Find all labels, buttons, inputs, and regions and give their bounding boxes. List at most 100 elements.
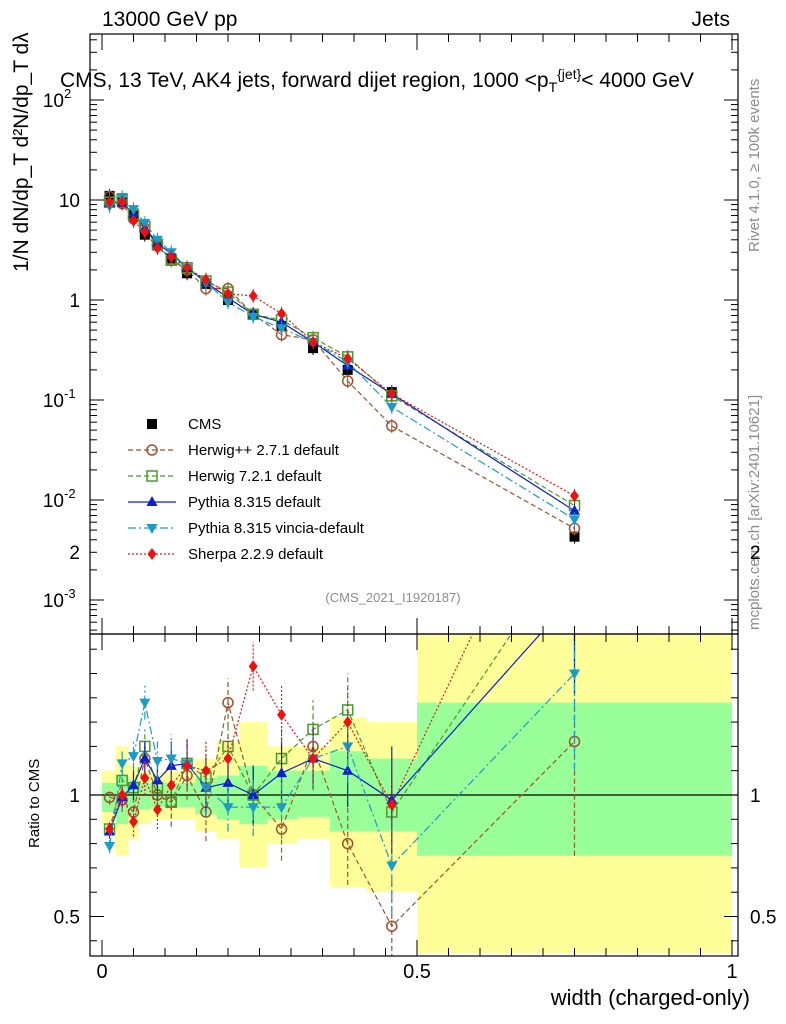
main-point (276, 316, 288, 327)
main-y-tick-text: 1 (69, 291, 80, 312)
ratio-y-tick-label: 0.5 (54, 908, 80, 929)
ratio-point (116, 759, 128, 770)
analysis-reference: (CMS_2021_I1920187) (325, 590, 461, 605)
legend-label: Sherpa 2.2.9 default (188, 546, 324, 563)
main-point-shape (182, 261, 192, 274)
ratio-point (386, 920, 398, 932)
ratio-point-shape (116, 759, 128, 770)
ratio-y-tick-label-right: 2 (750, 543, 761, 564)
main-point (182, 261, 192, 274)
ratio-y-tick-label: 1 (69, 786, 80, 807)
legend-marker-shape (147, 419, 157, 429)
main-point (276, 324, 288, 335)
main-point-shape (247, 312, 259, 323)
legend-label: Herwig++ 2.7.1 default (188, 442, 340, 459)
ratio-point-shape (223, 752, 233, 765)
main-point (570, 489, 579, 502)
ratio-plot-area (90, 412, 738, 956)
ratio-band-inner (102, 782, 116, 813)
x-tick-label: 1 (726, 961, 737, 983)
ratio-point (103, 791, 116, 804)
main-point (128, 205, 139, 216)
ratio-point (569, 590, 580, 600)
ratio-point-shape (166, 779, 176, 792)
ratio-point-shape (103, 791, 116, 804)
legend: CMS Herwig++ 2.7.1 default Herwig 7.2.1 de… (128, 416, 365, 563)
main-point (386, 403, 398, 414)
main-y-tick-text: 10 (43, 91, 64, 112)
ratio-point-shape (117, 789, 127, 801)
legend-marker (147, 548, 157, 560)
ratio-point-shape (276, 803, 288, 814)
main-y-tick-label: 10 -3 (43, 586, 76, 612)
main-point-shape (248, 289, 258, 302)
ratio-point-shape (248, 660, 258, 673)
ratio-point-shape (222, 803, 234, 814)
ratio-point (152, 803, 162, 816)
ratio-point-shape (128, 752, 139, 763)
main-point (151, 235, 163, 246)
ratio-point-shape (341, 837, 354, 850)
ratio-point (140, 771, 150, 784)
main-point (343, 352, 353, 365)
main-point-shape (569, 531, 580, 542)
ratio-point-shape (569, 669, 580, 680)
ratio-point (104, 842, 116, 853)
ratio-point-shape (277, 708, 287, 721)
ratio-point-shape (247, 789, 259, 799)
ratio-y-tick-label-right: 0.5 (750, 908, 776, 929)
legend-marker (146, 444, 158, 456)
main-point-shape (151, 235, 163, 246)
main-point (129, 214, 138, 227)
x-tick-label: 0.5 (403, 961, 431, 983)
ratio-point (308, 752, 318, 765)
ratio-point (343, 716, 353, 729)
ratio-point (222, 696, 234, 709)
ratio-point (129, 815, 138, 828)
ratio-point (200, 783, 212, 794)
ratio-point-shape (342, 764, 354, 775)
ratio-point (139, 752, 151, 763)
main-y-tick-text: 10 (43, 591, 64, 612)
main-point-shape (343, 352, 353, 365)
ratio-point (276, 767, 288, 778)
main-point-shape (140, 225, 150, 238)
ratio-point (248, 660, 258, 673)
ratio-point-shape (165, 754, 177, 765)
ratio-point (128, 752, 139, 763)
legend-label: Pythia 8.315 default (188, 494, 321, 511)
main-frame (89, 33, 739, 635)
ratio-point (276, 803, 288, 814)
legend-marker (146, 470, 158, 482)
ratio-point-shape (342, 742, 354, 753)
chart-title: CMS, 13 TeV, AK4 jets, forward dijet reg… (60, 66, 694, 95)
main-point-shape (201, 273, 211, 286)
ratio-point-shape (569, 590, 580, 600)
main-point (247, 312, 259, 323)
main-y-tick-label: 10 2 (43, 86, 71, 112)
ratio-point-shape (386, 861, 398, 872)
ratio-point-shape (308, 752, 318, 765)
legend-label: CMS (188, 416, 221, 433)
ratio-point-shape (105, 823, 115, 836)
main-y-tick-label: 10 -1 (43, 386, 76, 412)
ratio-point (386, 861, 398, 872)
main-y-tick-exp: -1 (64, 386, 76, 401)
main-y-tick-label: 10 (59, 191, 80, 212)
ratio-band-inner (138, 782, 152, 810)
ratio-point-shape (200, 783, 212, 794)
main-point (166, 250, 176, 263)
main-point-shape (139, 218, 151, 229)
main-point (222, 298, 234, 309)
ratio-point (387, 798, 397, 811)
main-y-tick-text: 10 (43, 491, 64, 512)
main-series-line-5 (109, 201, 575, 497)
ratio-point-shape (570, 412, 579, 424)
main-point (569, 504, 580, 515)
ratio-point (277, 708, 287, 721)
ratio-point-shape (201, 764, 211, 777)
ratio-point (128, 779, 139, 790)
ratio-point-shape (343, 716, 353, 729)
ratio-point-shape (139, 752, 151, 763)
main-point-shape (386, 420, 398, 432)
